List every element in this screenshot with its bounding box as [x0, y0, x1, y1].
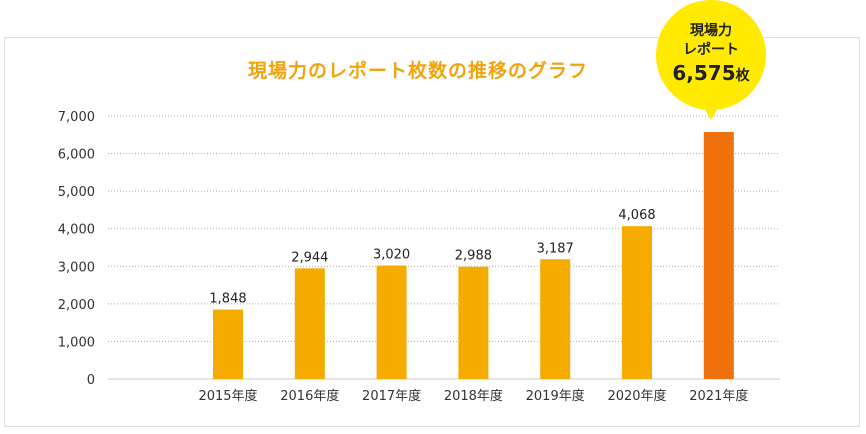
callout-value: 6,575 — [672, 60, 736, 85]
x-tick-label: 2018年度 — [444, 388, 503, 404]
y-tick-label: 3,000 — [58, 260, 95, 275]
x-tick-label: 2021年度 — [689, 388, 748, 404]
bar — [376, 265, 407, 379]
y-tick-label: 7,000 — [58, 110, 95, 125]
y-tick-label: 5,000 — [58, 185, 95, 200]
x-tick-label: 2019年度 — [526, 388, 585, 404]
y-axis-ticks: 0 1,000 2,000 3,000 4,000 5,000 6,000 7,000 — [58, 110, 95, 388]
gridlines — [108, 115, 780, 380]
bar — [213, 309, 243, 379]
x-tick-label: 2017年度 — [362, 388, 421, 404]
bar — [458, 266, 489, 379]
bar-value-label: 1,848 — [209, 292, 246, 307]
bar — [622, 226, 652, 379]
callout-tail — [703, 106, 719, 120]
bars — [213, 131, 734, 379]
value-labels: 1,848 2,944 3,020 2,988 3,187 4,068 — [209, 208, 655, 306]
y-tick-label: 6,000 — [58, 148, 95, 163]
bar-value-label: 2,988 — [455, 249, 492, 264]
chart-title: 現場力のレポート枚数の推移のグラフ — [247, 60, 588, 82]
bar — [540, 259, 571, 379]
callout-value-line: 6,575枚 — [672, 60, 749, 89]
bar-value-label: 4,068 — [618, 208, 655, 223]
bar-value-label: 3,020 — [373, 248, 410, 263]
y-tick-label: 4,000 — [58, 223, 95, 238]
callout-unit: 枚 — [735, 67, 750, 84]
bar-value-label: 2,944 — [291, 250, 328, 265]
y-tick-label: 1,000 — [58, 335, 95, 350]
bar-value-label: 3,187 — [537, 241, 574, 256]
x-tick-label: 2020年度 — [607, 388, 666, 404]
y-tick-label: 0 — [87, 373, 95, 388]
x-axis-categories: 2015年度 2016年度 2017年度 2018年度 2019年度 2020年度 2021… — [198, 388, 748, 404]
x-tick-label: 2016年度 — [280, 388, 339, 404]
x-tick-label: 2015年度 — [198, 388, 257, 404]
y-tick-label: 2,000 — [58, 298, 95, 313]
highlight-callout-bubble: 現場力 レポート 6,575枚 — [656, 0, 766, 110]
bar — [703, 131, 734, 379]
callout-line1: 現場力 — [690, 22, 732, 39]
callout-line2: レポート — [683, 41, 739, 58]
bar — [294, 268, 325, 379]
